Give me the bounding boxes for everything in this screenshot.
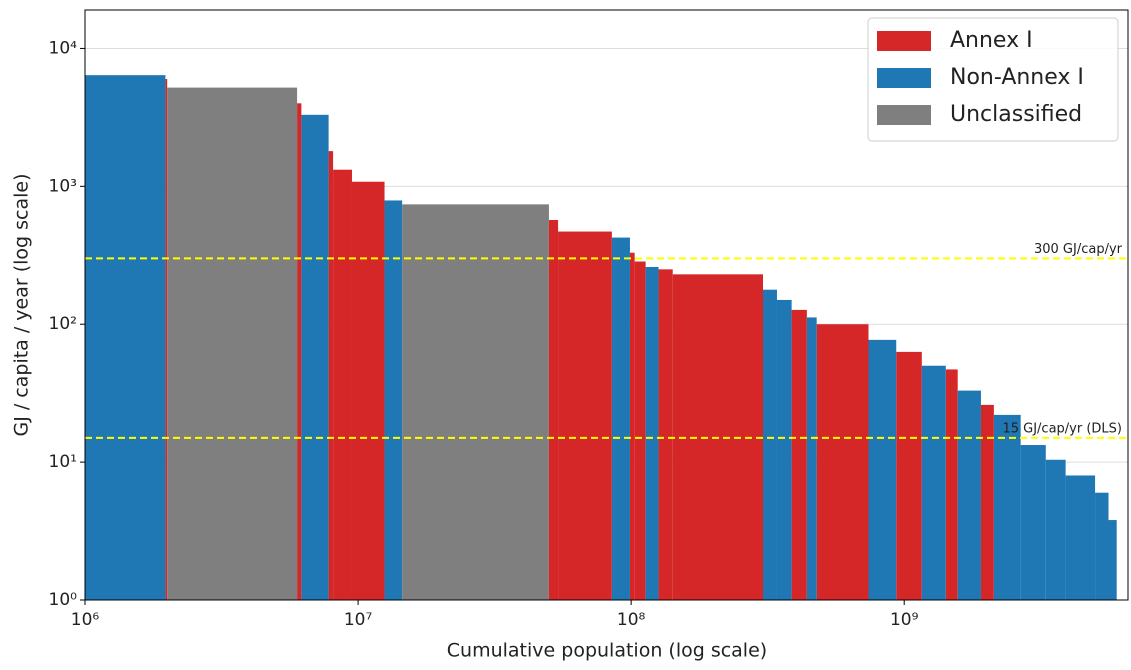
bar xyxy=(1095,492,1109,600)
bar xyxy=(1108,520,1117,600)
bar xyxy=(1020,445,1046,600)
bar xyxy=(333,169,352,600)
bar xyxy=(921,365,946,600)
bar xyxy=(762,289,777,600)
legend-label: Non-Annex I xyxy=(950,65,1084,90)
bar xyxy=(896,351,922,600)
bar xyxy=(548,219,559,600)
bar xyxy=(957,390,981,600)
bar xyxy=(658,269,673,600)
bar xyxy=(351,181,385,601)
bar xyxy=(945,369,958,600)
bar xyxy=(629,252,635,600)
x-tick-label: 10⁶ xyxy=(71,610,100,630)
bar xyxy=(806,317,817,600)
legend-label: Unclassified xyxy=(950,102,1082,127)
bar xyxy=(611,237,630,600)
bar xyxy=(868,339,897,600)
reference-label: 15 GJ/cap/yr (DLS) xyxy=(1002,421,1122,436)
bar xyxy=(1065,475,1096,600)
y-tick-label: 10⁴ xyxy=(49,38,78,58)
bar xyxy=(791,309,807,600)
bar xyxy=(297,103,302,601)
legend-swatch xyxy=(877,31,931,51)
y-tick-label: 10³ xyxy=(49,176,77,196)
legend-label: Annex I xyxy=(950,28,1033,53)
y-tick-label: 10¹ xyxy=(49,452,77,472)
y-tick-label: 10² xyxy=(49,314,77,334)
bar xyxy=(1045,459,1066,600)
y-tick-label: 10⁰ xyxy=(49,590,78,610)
bar xyxy=(301,114,329,600)
bar xyxy=(980,404,994,600)
bar xyxy=(85,75,166,601)
bar xyxy=(634,261,646,600)
bar xyxy=(645,266,659,600)
x-axis-label: Cumulative population (log scale) xyxy=(447,640,767,662)
bar xyxy=(384,200,403,600)
legend-swatch xyxy=(877,105,931,125)
bar xyxy=(167,87,298,601)
plot-frame xyxy=(84,9,1129,601)
x-tick-label: 10⁹ xyxy=(890,610,919,630)
legend-swatch xyxy=(877,68,931,88)
reference-label: 300 GJ/cap/yr xyxy=(1034,242,1123,257)
bar xyxy=(328,151,334,600)
bar xyxy=(165,79,168,600)
y-axis-label: GJ / capita / year (log scale) xyxy=(11,173,33,436)
bar xyxy=(816,324,869,600)
x-tick-label: 10⁷ xyxy=(344,610,373,630)
bar xyxy=(402,204,549,600)
bar xyxy=(776,299,792,600)
x-tick-label: 10⁸ xyxy=(617,610,646,630)
bar xyxy=(558,231,612,600)
bar xyxy=(993,414,1021,600)
